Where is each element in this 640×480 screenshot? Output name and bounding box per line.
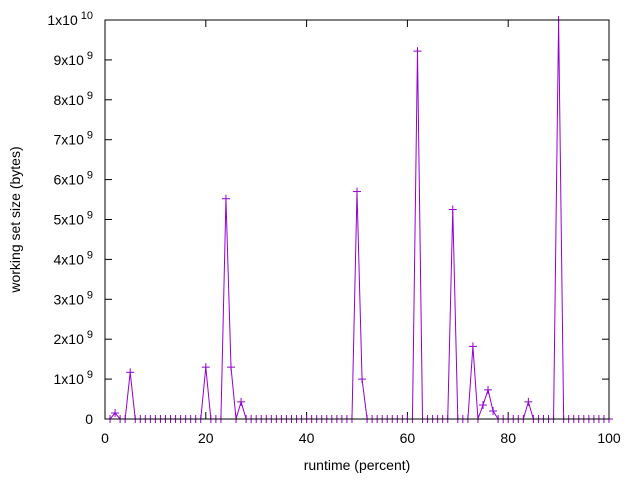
- y-tick-label: 6x10 9: [54, 170, 93, 188]
- x-tick-label: 100: [597, 430, 621, 446]
- y-tick-label: 8x10 9: [54, 90, 93, 108]
- data-point-marker: [448, 205, 457, 214]
- y-tick-label: 9x10 9: [54, 50, 93, 68]
- data-point-marker: [479, 401, 487, 410]
- x-tick-label: 20: [198, 430, 214, 446]
- y-tick-mantissa: 5x10: [54, 212, 85, 228]
- data-point-marker: [227, 363, 235, 372]
- data-point-marker: [221, 194, 230, 203]
- data-point-marker: [111, 409, 120, 418]
- y-tick-exponent: 10: [81, 10, 93, 22]
- plot-frame: [104, 19, 610, 420]
- y-tick-exponent: 9: [87, 170, 93, 182]
- x-tick-label: 40: [299, 430, 315, 446]
- y-tick-label: 1x10 10: [47, 10, 93, 28]
- y-tick-label: 0: [85, 411, 93, 427]
- y-tick-mantissa: 1x10: [47, 12, 78, 28]
- y-tick-label: 4x10 9: [54, 249, 93, 267]
- y-tick-label: 1x10 9: [54, 369, 93, 387]
- data-point-marker: [524, 397, 533, 406]
- x-axis-ticks: 0 20 40 60 80 100: [101, 20, 621, 446]
- y-tick-exponent: 9: [87, 329, 93, 341]
- y-tick-mantissa: 9x10: [54, 52, 85, 68]
- data-point-marker: [126, 368, 135, 377]
- data-point-marker: [484, 385, 493, 394]
- y-tick-label: 3x10 9: [54, 289, 93, 307]
- y-tick-mantissa: 6x10: [54, 172, 85, 188]
- data-point-marker: [237, 397, 246, 406]
- y-tick-exponent: 9: [87, 369, 93, 381]
- y-tick-exponent: 9: [87, 50, 93, 62]
- y-tick-mantissa: 2x10: [54, 331, 85, 347]
- series-layer: [106, 16, 613, 423]
- x-axis-label: runtime (percent): [304, 457, 411, 473]
- y-tick-mantissa: 3x10: [54, 291, 85, 307]
- data-point-marker: [489, 407, 498, 416]
- y-tick-exponent: 9: [87, 249, 93, 261]
- x-tick-label: 60: [400, 430, 416, 446]
- y-tick-exponent: 9: [87, 289, 93, 301]
- y-tick-label: 2x10 9: [54, 329, 93, 347]
- y-tick-exponent: 9: [87, 210, 93, 222]
- y-tick-mantissa: 0: [85, 411, 93, 427]
- y-axis-label: working set size (bytes): [7, 146, 23, 293]
- x-tick-label: 80: [500, 430, 516, 446]
- data-point-marker: [358, 375, 367, 384]
- y-tick-mantissa: 4x10: [54, 251, 85, 267]
- data-point-marker: [353, 187, 361, 196]
- data-point-marker: [413, 47, 422, 56]
- y-tick-mantissa: 8x10: [54, 92, 85, 108]
- y-tick-mantissa: 1x10: [54, 371, 85, 387]
- y-tick-exponent: 9: [87, 90, 93, 102]
- x-tick-label: 0: [101, 430, 109, 446]
- y-tick-exponent: 9: [87, 130, 93, 142]
- data-point-marker: [468, 342, 477, 351]
- data-point-marker: [201, 363, 210, 372]
- y-tick-label: 7x10 9: [54, 130, 93, 148]
- y-tick-label: 5x10 9: [54, 210, 93, 228]
- series-line: [109, 19, 609, 420]
- y-tick-mantissa: 7x10: [54, 132, 85, 148]
